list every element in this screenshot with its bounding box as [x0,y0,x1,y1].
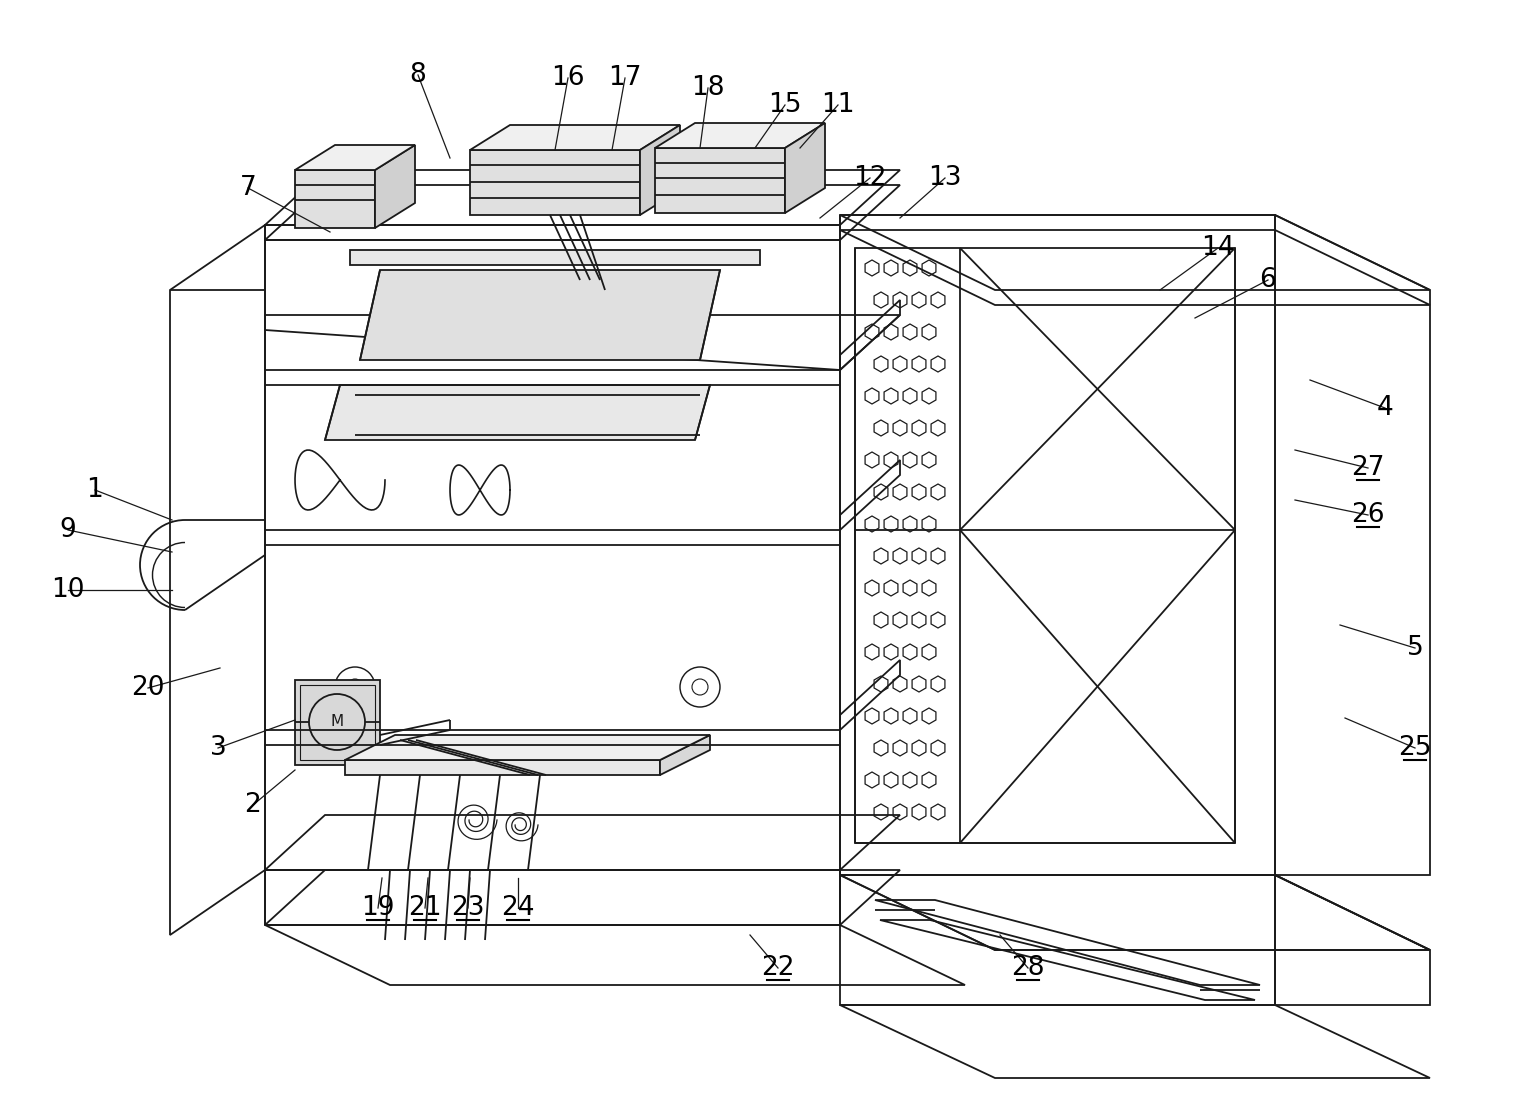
Polygon shape [655,123,825,148]
Text: 5: 5 [1406,635,1423,661]
Polygon shape [294,170,375,228]
Text: 13: 13 [928,165,962,191]
Bar [265,869,840,925]
Text: 2: 2 [244,792,261,818]
Bar [294,680,379,765]
Bar [840,215,1274,875]
Text: 11: 11 [821,91,854,118]
Text: 1: 1 [86,477,103,503]
Text: 17: 17 [608,65,642,91]
Text: 12: 12 [853,165,887,191]
Text: 8: 8 [410,62,426,88]
Text: M: M [331,714,343,730]
Polygon shape [470,125,680,150]
Polygon shape [325,385,710,440]
Polygon shape [360,270,721,360]
Bar [300,685,375,760]
Text: 7: 7 [240,175,256,201]
Text: 20: 20 [132,676,165,701]
Text: 15: 15 [768,91,802,118]
Polygon shape [294,145,416,170]
Polygon shape [344,760,660,775]
Text: 14: 14 [1201,235,1235,261]
Text: 16: 16 [551,65,584,91]
Text: 4: 4 [1376,395,1394,421]
Polygon shape [375,145,416,228]
Text: 24: 24 [501,895,536,921]
Text: 6: 6 [1259,267,1276,293]
Text: 10: 10 [52,577,85,603]
Polygon shape [660,735,710,775]
Polygon shape [640,125,680,215]
Bar [265,225,840,869]
Text: 25: 25 [1399,735,1432,761]
Polygon shape [350,250,760,264]
Polygon shape [655,148,784,213]
Text: 9: 9 [59,517,76,543]
Text: 21: 21 [408,895,441,921]
Polygon shape [344,735,710,760]
Text: 3: 3 [209,735,226,761]
Polygon shape [784,123,825,213]
Text: 18: 18 [692,75,725,101]
Text: 28: 28 [1012,955,1045,981]
Text: 23: 23 [451,895,485,921]
Text: 26: 26 [1352,503,1385,528]
Bar [856,248,1235,843]
Text: 19: 19 [361,895,394,921]
Text: 22: 22 [762,955,795,981]
Bar [840,875,1274,1005]
Polygon shape [470,150,640,215]
Text: 27: 27 [1352,455,1385,480]
